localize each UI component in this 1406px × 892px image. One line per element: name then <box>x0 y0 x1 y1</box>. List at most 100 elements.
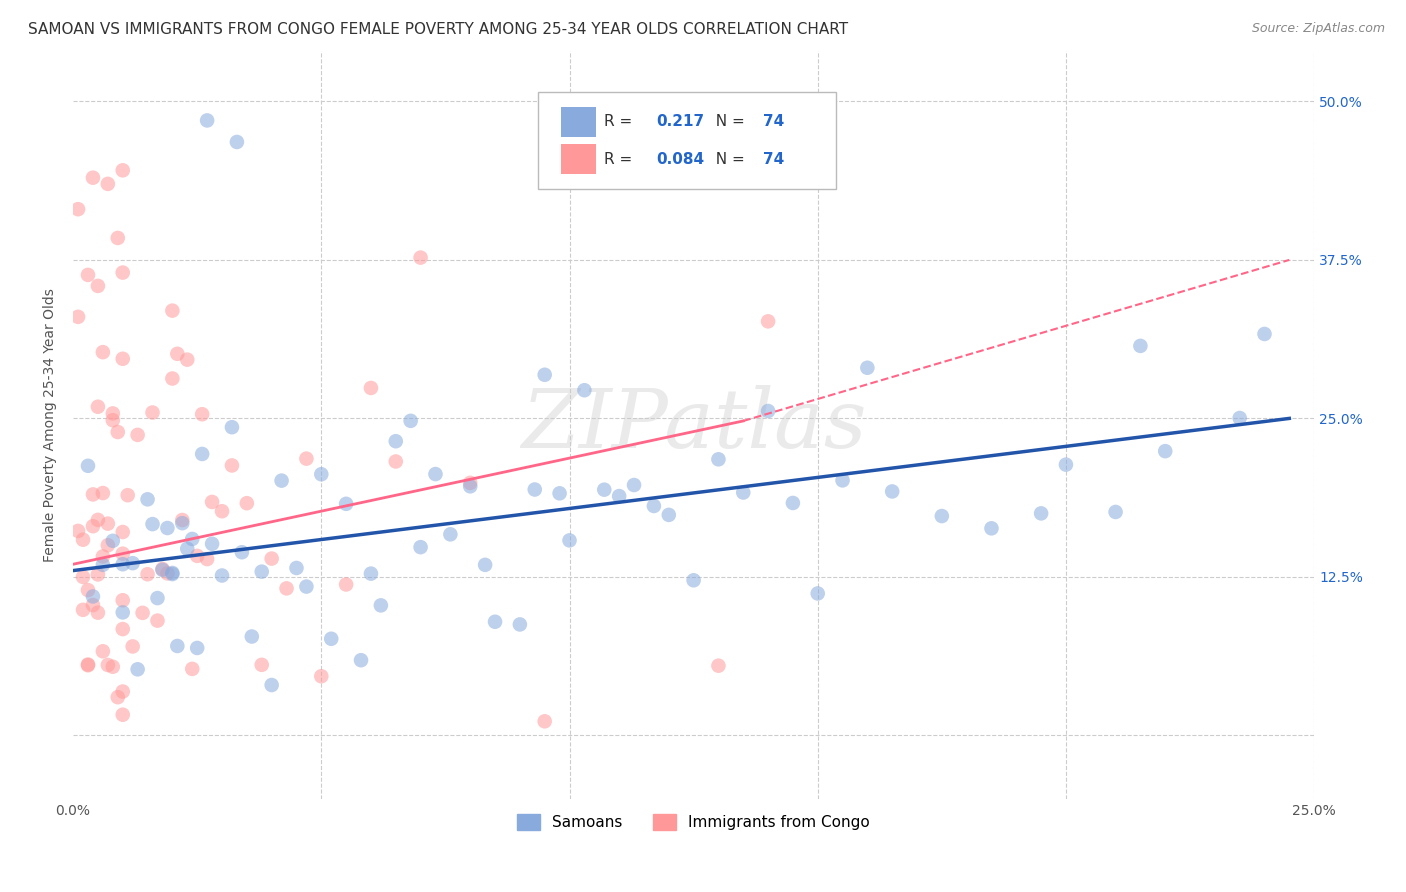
Point <box>260 678 283 692</box>
Point <box>831 474 853 488</box>
Point <box>370 599 392 613</box>
Point <box>91 644 114 658</box>
Y-axis label: Female Poverty Among 25-34 Year Olds: Female Poverty Among 25-34 Year Olds <box>44 288 58 562</box>
Point <box>186 549 208 563</box>
Point <box>226 135 249 149</box>
Point <box>756 314 779 328</box>
Point <box>548 486 571 500</box>
Point <box>191 447 214 461</box>
Point <box>82 519 104 533</box>
Point <box>91 345 114 359</box>
Point <box>231 545 253 559</box>
Point <box>181 532 204 546</box>
Point <box>335 577 357 591</box>
Text: 74: 74 <box>763 114 785 129</box>
Point <box>136 567 159 582</box>
Point <box>458 475 481 490</box>
Point <box>172 516 194 531</box>
Point <box>707 452 730 467</box>
Point <box>172 513 194 527</box>
Point <box>1129 339 1152 353</box>
Point <box>107 690 129 705</box>
Point <box>77 583 100 598</box>
Point <box>523 483 546 497</box>
Point <box>97 657 120 672</box>
Point <box>111 163 134 178</box>
Legend: Samoans, Immigrants from Congo: Samoans, Immigrants from Congo <box>510 808 876 836</box>
Point <box>67 202 90 217</box>
Point <box>191 407 214 421</box>
Point <box>384 434 406 449</box>
Point <box>211 504 233 518</box>
Point <box>1253 326 1275 341</box>
Point <box>107 425 129 439</box>
Point <box>607 489 630 503</box>
Point <box>162 566 184 580</box>
Point <box>156 521 179 535</box>
Point <box>72 570 94 584</box>
Point <box>97 516 120 531</box>
Text: 74: 74 <box>763 152 785 167</box>
Point <box>87 279 110 293</box>
Point <box>658 508 681 522</box>
Point <box>121 640 143 654</box>
Point <box>77 268 100 282</box>
Point <box>101 533 124 548</box>
Point <box>201 537 224 551</box>
Point <box>176 541 198 556</box>
Point <box>321 632 343 646</box>
Point <box>1029 507 1052 521</box>
Point <box>131 606 153 620</box>
Point <box>533 368 555 382</box>
Point <box>509 617 531 632</box>
Point <box>91 549 114 564</box>
Point <box>211 568 233 582</box>
Point <box>270 474 292 488</box>
Point <box>335 497 357 511</box>
Point <box>186 640 208 655</box>
Point <box>250 657 273 672</box>
Point <box>77 658 100 673</box>
Point <box>146 591 169 606</box>
Text: N =: N = <box>706 114 749 129</box>
Point <box>111 707 134 722</box>
Point <box>117 488 139 502</box>
Point <box>931 509 953 524</box>
Point <box>295 580 318 594</box>
Point <box>409 251 432 265</box>
Point <box>91 486 114 500</box>
Point <box>77 657 100 672</box>
Point <box>166 639 188 653</box>
Point <box>574 383 596 397</box>
Point <box>87 513 110 527</box>
Point <box>181 662 204 676</box>
Point <box>856 360 879 375</box>
Point <box>882 484 904 499</box>
Point <box>87 606 110 620</box>
Point <box>733 485 755 500</box>
Bar <box>561 107 596 136</box>
Point <box>360 566 382 581</box>
Point <box>176 352 198 367</box>
Point <box>82 487 104 501</box>
Point <box>807 586 830 600</box>
Point <box>111 622 134 636</box>
Point <box>156 566 179 581</box>
Point <box>152 563 174 577</box>
Point <box>201 495 224 509</box>
Point <box>127 662 149 676</box>
Point <box>127 428 149 442</box>
Point <box>101 659 124 673</box>
Point <box>141 405 163 419</box>
Point <box>87 400 110 414</box>
Point <box>425 467 447 481</box>
Point <box>484 615 506 629</box>
Point <box>67 524 90 538</box>
Point <box>260 551 283 566</box>
Text: SAMOAN VS IMMIGRANTS FROM CONGO FEMALE POVERTY AMONG 25-34 YEAR OLDS CORRELATION: SAMOAN VS IMMIGRANTS FROM CONGO FEMALE P… <box>28 22 848 37</box>
Point <box>360 381 382 395</box>
Point <box>101 413 124 427</box>
Point <box>121 556 143 570</box>
Point <box>350 653 373 667</box>
Point <box>77 458 100 473</box>
